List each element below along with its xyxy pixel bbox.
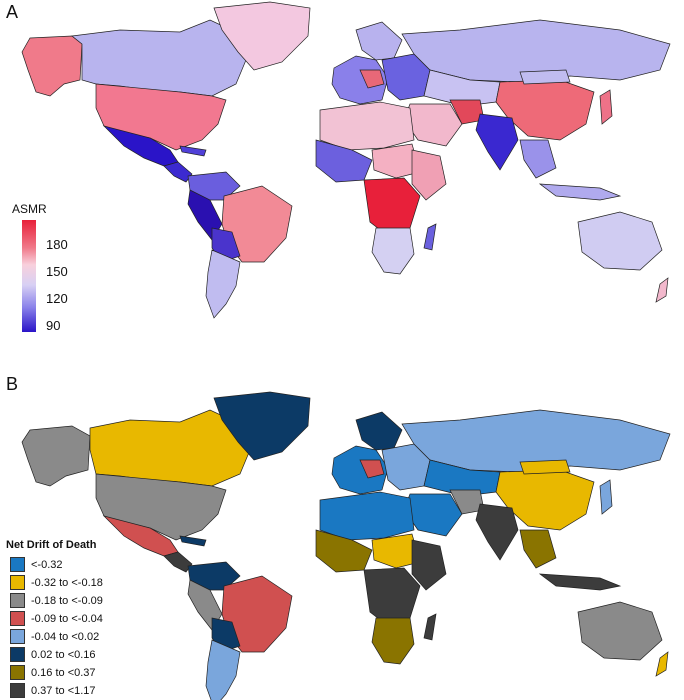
region-new-zealand [655,277,669,303]
region-b-scandinavia [355,411,403,451]
region-caribbean [179,145,207,157]
region-b-southern-africa [371,617,415,665]
region-b-indonesia [538,573,622,591]
legend-swatch [10,683,25,698]
legend-item: 0.37 to <1.17 [10,682,96,699]
region-b-southeast-asia [519,529,557,569]
legend-swatch [10,665,25,680]
region-india [475,113,519,171]
region-central-europe [359,69,385,89]
region-southern-africa [371,227,415,275]
region-southeast-asia [519,139,557,179]
legend-item: <-0.32 [10,556,63,573]
region-china [495,79,595,141]
region-argentina [205,249,241,319]
region-b-central-europe [359,459,385,479]
region-alaska [21,35,83,97]
legend-swatch [10,629,25,644]
legend-label: 0.16 to <0.37 [31,666,96,679]
panel-a-asmr-map: A [0,0,684,345]
region-b-mongolia [519,459,571,475]
legend-item: 0.02 to <0.16 [10,646,96,663]
region-indonesia [538,183,622,201]
asmr-tick-150: 150 [46,264,68,279]
legend-swatch [10,557,25,572]
panel-b-letter: B [6,374,19,394]
asmr-tick-180: 180 [46,237,68,252]
asmr-legend-title: ASMR [12,202,47,216]
region-b-japan [599,479,613,515]
region-b-sahel [371,533,421,569]
region-b-east-africa [411,539,447,591]
region-b-australia [577,601,663,661]
region-b-north-africa [319,491,415,541]
region-b-china [495,469,595,531]
legend-item: -0.32 to <-0.18 [10,574,103,591]
region-b-alaska [21,425,91,487]
region-b-central-america [163,551,193,573]
legend-item: -0.04 to <0.02 [10,628,99,645]
legend-label: -0.32 to <-0.18 [31,576,103,589]
net-drift-legend-title: Net Drift of Death [6,539,97,551]
legend-item: 0.16 to <0.37 [10,664,96,681]
panel-b-net-drift-map: B [0,352,684,700]
legend-label: -0.09 to <-0.04 [31,612,103,625]
legend-label: -0.18 to <-0.09 [31,594,103,607]
asmr-legend: ASMR 180 150 120 90 [12,202,92,333]
legend-swatch [10,647,25,662]
legend-item: -0.09 to <-0.04 [10,610,103,627]
region-b-madagascar [423,613,437,641]
region-b-western-europe [331,445,389,495]
region-central-america [163,161,193,183]
legend-label: -0.04 to <0.02 [31,630,100,643]
region-b-caribbean [179,535,207,547]
legend-swatch [10,611,25,626]
region-b-argentina [205,639,241,700]
legend-label: 0.37 to <1.17 [31,684,96,697]
region-greenland [213,1,311,71]
region-b-central-africa [363,567,421,627]
legend-label: <-0.32 [31,558,63,571]
region-scandinavia [355,21,403,61]
region-sahel [371,143,421,179]
panel-a-letter: A [6,2,19,22]
asmr-colorbar [22,220,36,332]
region-b-india [475,503,519,561]
region-b-greenland [213,391,311,461]
region-central-africa [363,177,421,237]
legend-label: 0.02 to <0.16 [31,648,96,661]
region-east-africa [411,149,447,201]
region-mongolia [519,69,571,85]
region-north-africa [319,101,415,151]
legend-swatch [10,575,25,590]
region-western-europe [331,55,389,105]
net-drift-legend: Net Drift of Death <-0.32 -0.32 to <-0.1… [6,539,156,699]
asmr-tick-120: 120 [46,291,68,306]
region-b-new-zealand [655,651,669,677]
asmr-tick-90: 90 [46,318,61,333]
region-japan [599,89,613,125]
region-madagascar [423,223,437,251]
legend-swatch [10,593,25,608]
legend-item: -0.18 to <-0.09 [10,592,103,609]
region-australia [577,211,663,271]
world-map-asmr [21,1,671,319]
world-map-net-drift [21,391,671,700]
